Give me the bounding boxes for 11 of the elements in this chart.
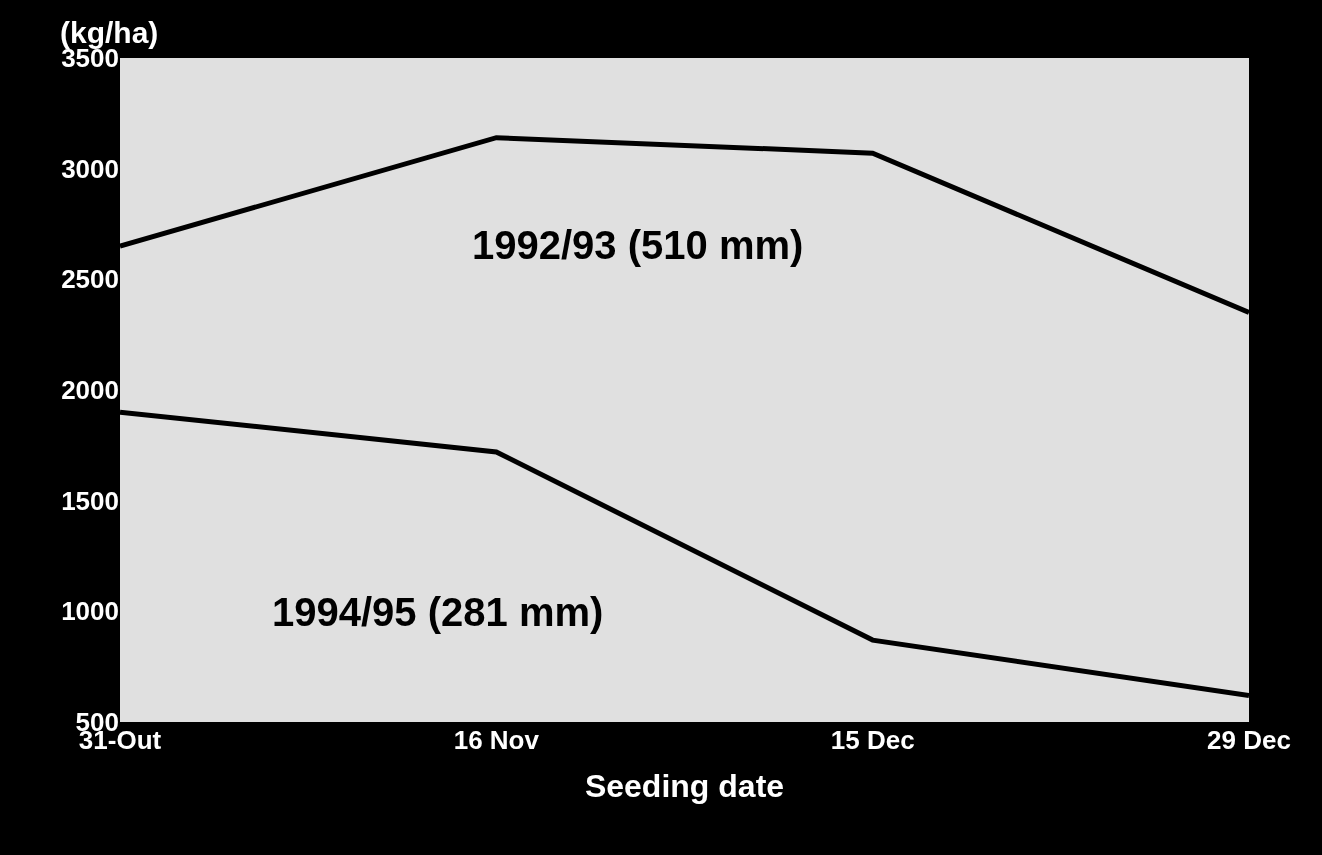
y-tick-label: 1000 [61, 596, 119, 627]
x-tick-label: 15 Dec [830, 725, 915, 755]
series-label: 1992/93 (510 mm) [472, 223, 804, 267]
y-tick-label: 2000 [61, 375, 119, 406]
y-tick-label: 2500 [61, 264, 119, 295]
series-label: 1994/95 (281 mm) [272, 590, 604, 634]
x-tick-label: 29 Dec [1207, 725, 1291, 755]
y-tick-label: 1500 [61, 485, 119, 516]
x-tick-label: 16 Nov [453, 725, 540, 755]
y-tick-label: 3000 [61, 153, 119, 184]
x-axis-title: Seeding date [584, 767, 785, 804]
